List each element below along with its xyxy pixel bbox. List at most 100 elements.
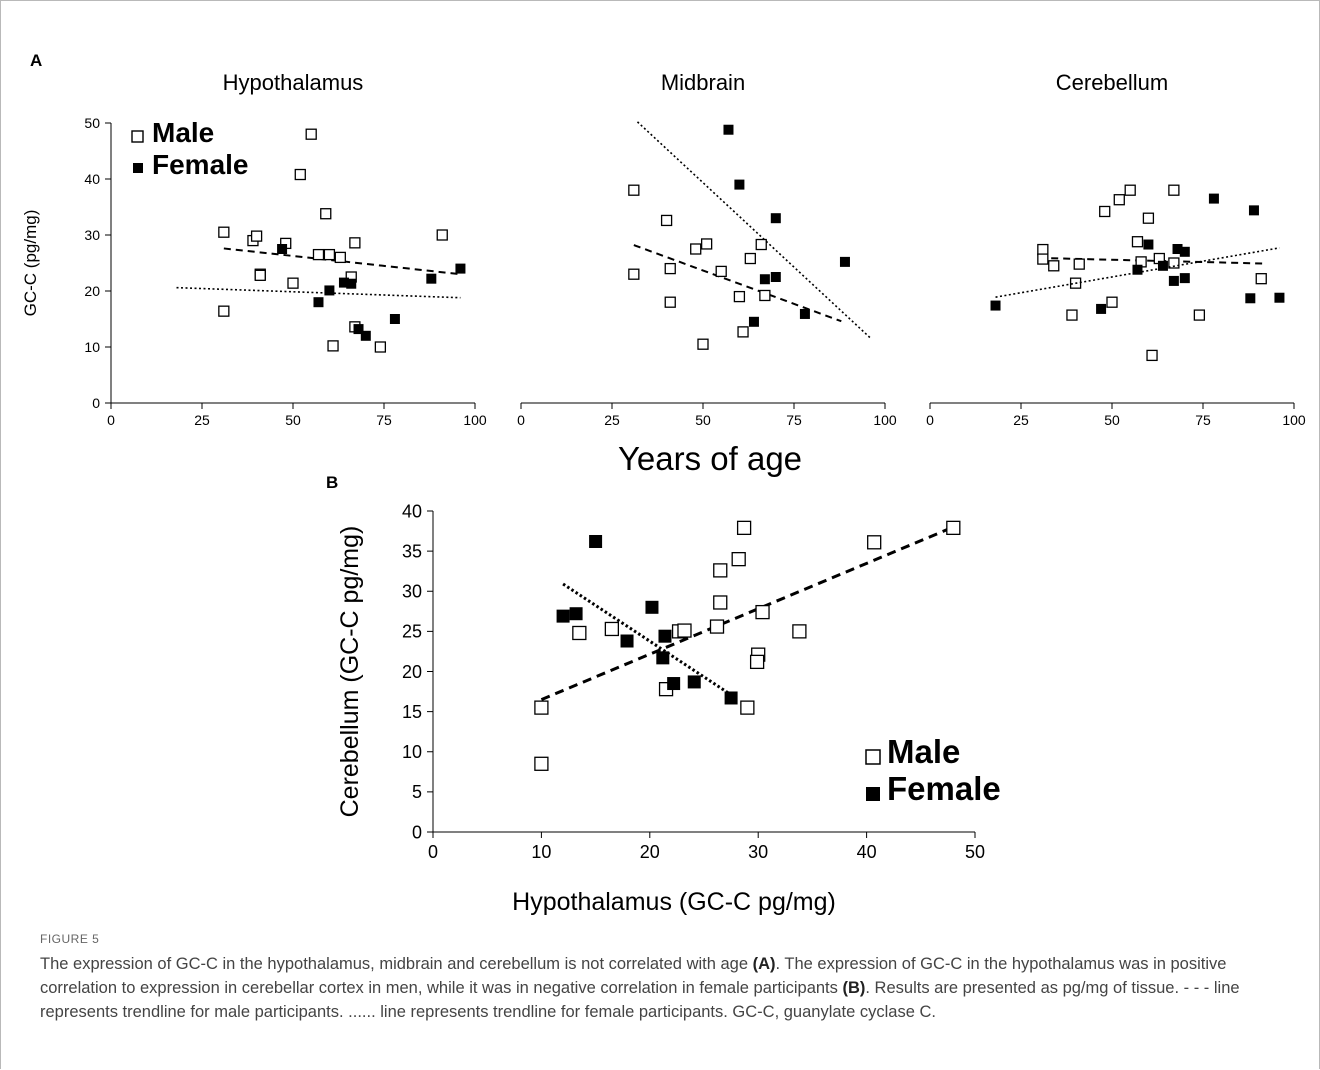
cerebellum-male-point [1255,273,1267,285]
panel-b-male-point [604,621,620,637]
panel-b-x-tick-label: 10 [531,842,551,862]
panel-b-x-tick-label: 40 [857,842,877,862]
caption-text: The expression of GC-C in the hypothalam… [40,952,1290,1024]
hypothalamus-male-point [254,269,266,281]
hypothalamus-y-tick-label: 20 [84,283,100,299]
legend-a-male-label: Male [152,117,214,148]
hypothalamus-male-point [334,251,346,264]
hypothalamus-male-point [320,208,332,220]
hypothalamus-y-tick-label: 0 [92,395,100,411]
midbrain-title: Midbrain [661,70,745,95]
panel-b-male-point [709,619,725,634]
panel-b-y-tick-label: 5 [412,782,422,802]
cerebellum-male-point [1066,309,1078,321]
hypothalamus-female-point [324,285,335,296]
cerebellum-female-point [1143,239,1154,250]
midbrain-female-point [748,316,759,327]
panel-a-label: A [30,51,42,70]
hypothalamus-female-point [313,297,324,308]
hypothalamus-y-tick-label: 40 [84,171,100,187]
hypothalamus-y-axis-label: GC-C (pg/mg) [21,210,40,317]
panel-b-female-point [658,629,672,643]
midbrain-male-point [700,238,713,250]
hypothalamus-male-point [218,226,230,238]
panel-b-y-tick-label: 0 [412,822,422,842]
cerebellum-male-point [1168,257,1180,269]
cerebellum-x-tick-label: 50 [1104,412,1120,428]
hypothalamus-x-tick-label: 0 [107,412,115,428]
cerebellum-male-point [1193,309,1206,321]
cerebellum-female-point [1245,293,1256,304]
panel-b-male-point [792,624,807,639]
panel-b-female-point [569,607,583,621]
cerebellum-female-point [1179,273,1190,284]
panel-b-female-point [589,534,603,548]
panel-b-x-axis-label: Hypothalamus (GC-C pg/mg) [512,888,836,916]
cerebellum-female-point [1168,275,1179,286]
cerebellum-male-point [1037,253,1049,265]
panel-b-male-point [572,625,587,641]
hypothalamus-female-point [360,330,371,341]
hypothalamus-female-point [346,278,357,289]
caption-part-3: . Results are presented as pg/mg of tiss… [40,979,1240,1021]
figure-5-chart: A Years of age B Male Female Male Female… [21,51,1306,916]
hypothalamus-male-point [374,341,387,353]
panel-b-male-point [534,756,549,771]
midbrain-male-point [737,326,749,338]
shared-x-axis-label: Years of age [618,440,802,477]
legend-a-female-marker [133,163,143,173]
panel-b-y-tick-label: 30 [402,582,422,602]
panel-b-x-tick-label: 30 [748,842,768,862]
cerebellum-male-point [1131,236,1144,248]
panel-b-female-trendline [562,582,732,697]
midbrain-male-trendline [633,244,842,323]
hypothalamus-male-point [294,168,306,181]
midbrain-x-tick-label: 75 [786,412,802,428]
cerebellum-female-point [990,300,1001,311]
midbrain-x-tick-label: 25 [604,412,620,428]
panel-b-female-point [724,691,738,705]
panel-b-male-point [731,552,746,567]
panel-b-male-point [867,535,882,550]
hypothalamus-male-point [327,340,339,352]
cerebellum-female-point [1208,193,1219,204]
cerebellum-female-point [1274,292,1285,303]
panel-b-y-tick-label: 20 [402,662,422,682]
panel-b-male-point [946,520,961,536]
cerebellum-female-point [1132,264,1143,275]
midbrain-male-point [664,296,676,308]
panel-b-male-trendline [540,525,954,701]
midbrain-male-point [759,289,771,302]
legend-b-female-label: Female [887,770,1001,807]
cerebellum-title: Cerebellum [1056,70,1169,95]
cerebellum-male-point [1113,194,1125,206]
legend-b-male-marker [865,749,881,765]
hypothalamus-male-point [218,305,230,317]
hypothalamus-x-tick-label: 25 [194,412,210,428]
caption-part-2: . The expression of GC-C in the hypothal… [40,955,1227,997]
cerebellum-male-trendline [1039,256,1265,265]
hypothalamus-female-point [389,314,400,324]
midbrain-female-point [799,308,810,319]
panel-b-male-point [736,520,752,536]
hypothalamus-title: Hypothalamus [223,70,364,95]
panel-b-female-point [667,677,681,691]
hypothalamus-male-trendline [223,247,461,276]
hypothalamus-female-point [426,273,437,284]
hypothalamus-x-tick-label: 75 [376,412,392,428]
cerebellum-x-tick-label: 0 [926,412,934,428]
hypothalamus-female-trendline [176,286,461,299]
panel-b-y-axis-label: Cerebellum (GC-C pg/mg) [336,526,364,818]
midbrain-female-point [734,179,745,190]
hypothalamus-female-point [277,244,288,254]
hypothalamus-male-point [305,128,317,140]
midbrain-x-tick-label: 100 [873,412,897,428]
hypothalamus-x-tick-label: 100 [463,412,487,428]
cerebellum-female-point [1096,303,1107,314]
cerebellum-x-tick-label: 100 [1282,412,1306,428]
hypothalamus-female-point [353,324,364,335]
midbrain-female-point [723,124,734,135]
midbrain-female-point [759,274,770,285]
cerebellum-male-point [1099,205,1111,218]
panel-b-male-point [534,700,549,715]
